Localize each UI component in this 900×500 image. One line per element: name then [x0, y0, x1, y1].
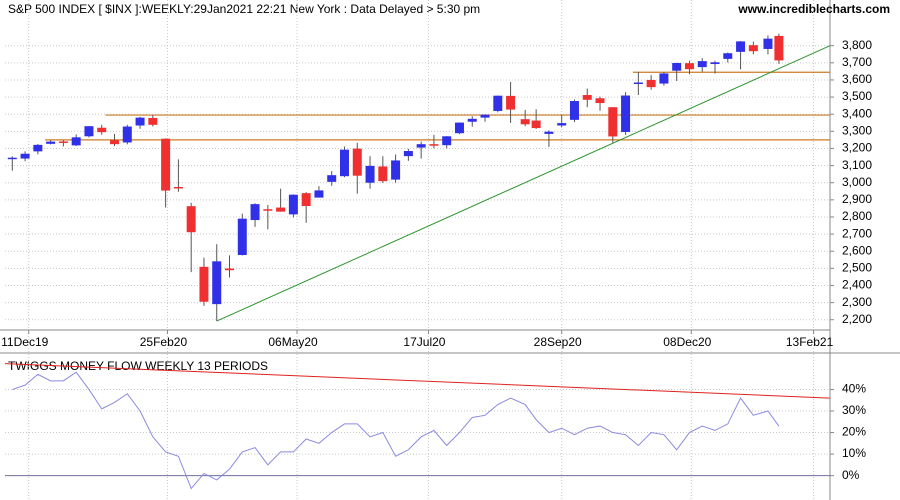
- candle-body: [7, 157, 17, 160]
- y-tick-label: 2,700: [842, 226, 872, 240]
- candle-body: [276, 207, 286, 212]
- y-tick-label: 3,300: [842, 123, 872, 137]
- candle-body: [557, 123, 567, 126]
- candle-body: [20, 153, 30, 159]
- candle-body: [110, 140, 120, 145]
- y-tick-label: 3,400: [842, 106, 872, 120]
- y-tick-label: 3,700: [842, 55, 872, 69]
- candle-body: [122, 126, 132, 143]
- y-tick-label: 2,400: [842, 278, 872, 292]
- x-tick-label: 13Feb21: [786, 335, 834, 349]
- trend-line: [216, 45, 831, 322]
- y-tick-label: 2,900: [842, 192, 872, 206]
- x-tick-label: 25Feb20: [140, 335, 188, 349]
- candle-body: [442, 136, 452, 146]
- candle-body: [480, 114, 490, 118]
- y-tick-label: 3,600: [842, 72, 872, 86]
- candle-body: [327, 175, 337, 182]
- y-tick-label: 20%: [842, 425, 866, 439]
- x-tick-label: 28Sep20: [534, 335, 582, 349]
- candle-body: [365, 165, 375, 183]
- candle-body: [544, 131, 554, 134]
- candle-body: [173, 186, 183, 189]
- candle-body: [199, 266, 209, 302]
- candle-body: [225, 268, 235, 271]
- candle-body: [416, 144, 426, 148]
- candle-body: [748, 45, 758, 52]
- candle-body: [659, 73, 669, 84]
- x-tick-label: 08Dec20: [663, 335, 711, 349]
- candle-body: [58, 141, 68, 143]
- candle-body: [621, 95, 631, 133]
- y-tick-label: 10%: [842, 446, 866, 460]
- candle-body: [710, 62, 720, 65]
- candle-body: [250, 204, 260, 221]
- candle-body: [763, 38, 773, 49]
- candle-body: [595, 98, 605, 104]
- y-tick-label: 40%: [842, 382, 866, 396]
- candle-body: [148, 117, 158, 125]
- candle-body: [212, 261, 222, 305]
- candle-body: [467, 118, 477, 122]
- candle-body: [582, 95, 592, 100]
- candle-body: [301, 193, 311, 206]
- candle-body: [646, 79, 656, 88]
- candle-body: [263, 209, 273, 211]
- candle-body: [531, 120, 541, 129]
- chart-title: S&P 500 INDEX [ $INX ]:WEEKLY:29Jan2021 …: [8, 2, 480, 16]
- y-tick-label: 2,600: [842, 243, 872, 257]
- candle-body: [391, 160, 401, 180]
- candle-body: [608, 107, 618, 137]
- candle-body: [237, 218, 247, 255]
- candle-body: [71, 137, 81, 146]
- candle-body: [506, 95, 516, 110]
- candle-body: [339, 149, 349, 177]
- candle-body: [352, 148, 362, 176]
- candle-body: [378, 166, 388, 182]
- candle-body: [314, 190, 324, 198]
- y-tick-label: 0%: [842, 468, 860, 482]
- y-tick-label: 2,300: [842, 295, 872, 309]
- candle-body: [520, 119, 530, 125]
- candle-body: [569, 101, 579, 120]
- candle-body: [697, 61, 707, 68]
- y-tick-label: 3,000: [842, 175, 872, 189]
- candle-body: [186, 206, 196, 233]
- candle-body: [288, 194, 298, 215]
- y-tick-label: 2,800: [842, 209, 872, 223]
- candle-body: [84, 126, 94, 137]
- candle-body: [403, 151, 413, 157]
- candle-body: [684, 63, 694, 70]
- y-tick-label: 3,500: [842, 89, 872, 103]
- candle-body: [672, 62, 682, 71]
- candle-body: [429, 144, 439, 146]
- x-tick-label: 06May20: [268, 335, 318, 349]
- y-tick-label: 3,100: [842, 158, 872, 172]
- candle-body: [46, 141, 56, 144]
- candle-body: [33, 144, 43, 152]
- candle-body: [161, 138, 171, 191]
- y-tick-label: 2,200: [842, 312, 872, 326]
- y-tick-label: 3,200: [842, 141, 872, 155]
- candle-body: [454, 122, 464, 134]
- money-flow-line: [12, 371, 780, 490]
- x-tick-label: 11Dec19: [1, 335, 48, 349]
- indicator-title: TWIGGS MONEY FLOW WEEKLY 13 PERIODS: [8, 359, 268, 373]
- candle-body: [736, 41, 746, 52]
- y-tick-label: 30%: [842, 403, 866, 417]
- candle-body: [135, 117, 145, 126]
- candle-body: [97, 127, 107, 133]
- y-tick-label: 2,500: [842, 261, 872, 275]
- candle-body: [774, 35, 784, 61]
- candle-body: [493, 95, 503, 111]
- candle-body: [723, 53, 733, 59]
- candle-body: [633, 82, 643, 85]
- x-tick-label: 17Jul20: [403, 335, 445, 349]
- trend-line: [4, 363, 831, 399]
- y-tick-label: 3,800: [842, 38, 872, 52]
